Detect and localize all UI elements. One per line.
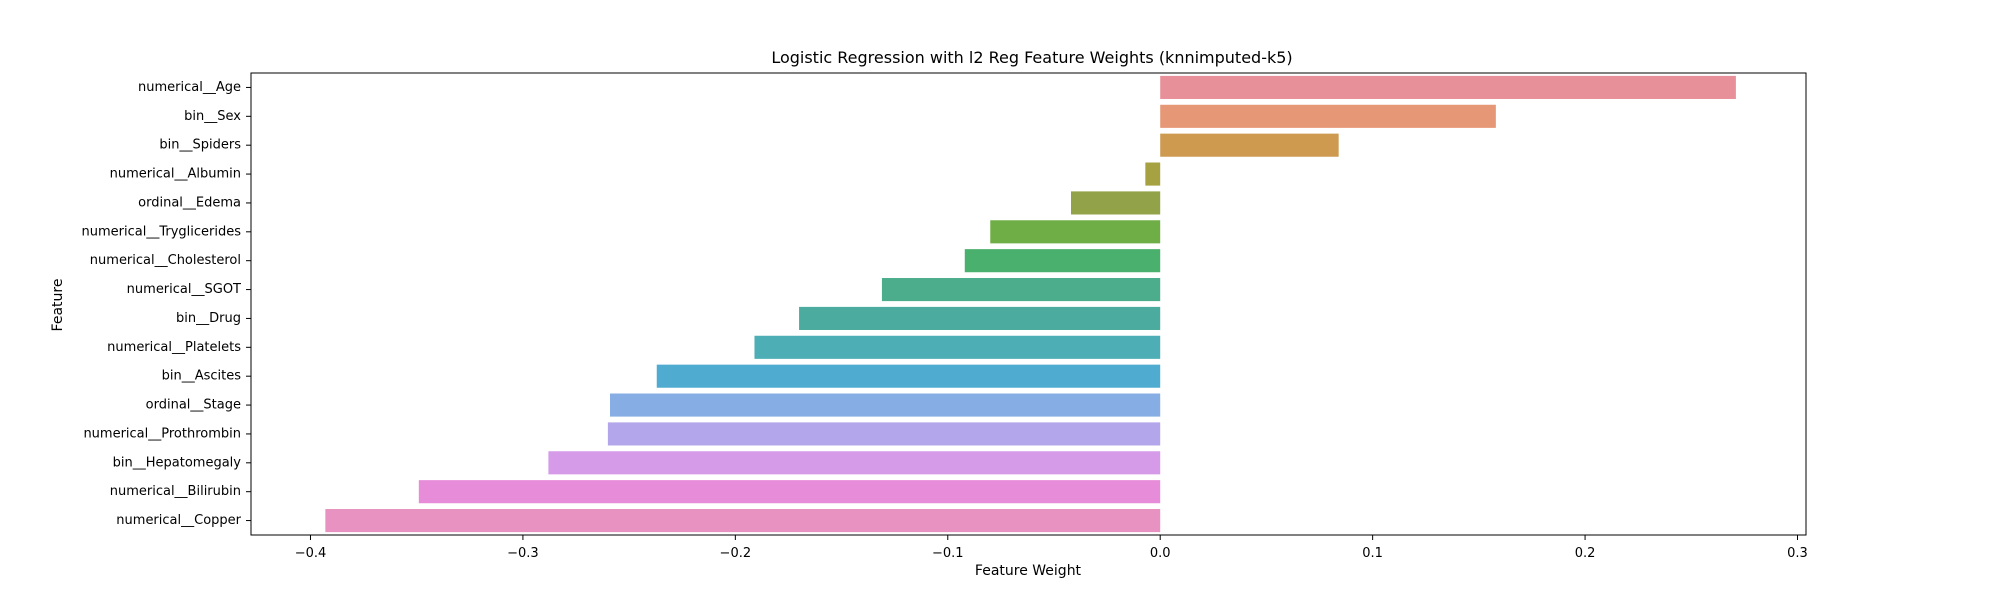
bar-numerical-copper	[325, 509, 1161, 533]
y-tick-label: bin__Ascites	[162, 369, 242, 384]
y-tick-label: numerical__Tryglicerides	[82, 224, 242, 239]
bars-group	[325, 75, 1736, 533]
bar-bin-drug	[799, 306, 1161, 330]
x-tick-label: 0.0	[1150, 546, 1171, 561]
x-axis-label: Feature Weight	[975, 563, 1082, 579]
bar-numerical-albumin	[1145, 162, 1161, 186]
plot-frame	[250, 72, 1807, 536]
bar-bin-hepatomegaly	[548, 451, 1161, 475]
bar-bin-ascites	[656, 364, 1161, 388]
bar-numerical-age	[1160, 75, 1736, 99]
x-tick-label: 0.3	[1787, 546, 1808, 561]
bar-numerical-sgot	[881, 278, 1161, 302]
y-tick-label: numerical__Bilirubin	[110, 484, 241, 499]
x-tick-label: 0.2	[1575, 546, 1596, 561]
chart-title: Logistic Regression with l2 Reg Feature …	[771, 48, 1292, 67]
bar-numerical-cholesterol	[964, 249, 1161, 273]
bar-numerical-bilirubin	[418, 480, 1161, 504]
y-tick-label: ordinal__Edema	[138, 195, 241, 210]
bar-numerical-tryglicerides	[990, 220, 1161, 244]
bar-ordinal-edema	[1070, 191, 1161, 215]
x-tick-label: 0.1	[1362, 546, 1383, 561]
y-axis-label: Feature	[50, 279, 66, 332]
bar-numerical-prothrombin	[607, 422, 1161, 446]
y-tick-label: numerical__Copper	[116, 513, 241, 528]
y-tick-label: numerical__Prothrombin	[83, 426, 241, 441]
y-tick-label: numerical__Cholesterol	[90, 253, 241, 268]
y-tick-label: bin__Spiders	[159, 138, 241, 153]
x-tick-label: −0.1	[932, 546, 964, 561]
y-tick-label: numerical__SGOT	[127, 282, 241, 297]
y-tick-label: ordinal__Stage	[146, 398, 241, 413]
y-tick-label: numerical__Age	[138, 80, 241, 95]
y-axis: numerical__Age bin__Sex bin__Spidersnumeri…	[82, 80, 251, 528]
y-tick-label: bin__Hepatomegaly	[113, 455, 242, 470]
bar-ordinal-stage	[610, 393, 1161, 417]
y-tick-label: bin__Sex	[184, 109, 241, 124]
bar-numerical-platelets	[754, 335, 1161, 359]
y-tick-label: bin__Drug	[176, 311, 241, 326]
bar-bin-sex	[1160, 104, 1496, 128]
x-tick-label: −0.3	[507, 546, 539, 561]
y-tick-label: numerical__Albumin	[110, 167, 241, 182]
x-tick-label: −0.2	[720, 546, 752, 561]
bar-bin-spiders	[1160, 133, 1339, 157]
x-tick-label: −0.4	[295, 546, 327, 561]
x-axis: −0.4 −0.3 −0.2 −0.1 0.0 0.1 0.2 0.3	[295, 535, 1808, 561]
y-tick-label: numerical__Platelets	[107, 340, 241, 355]
